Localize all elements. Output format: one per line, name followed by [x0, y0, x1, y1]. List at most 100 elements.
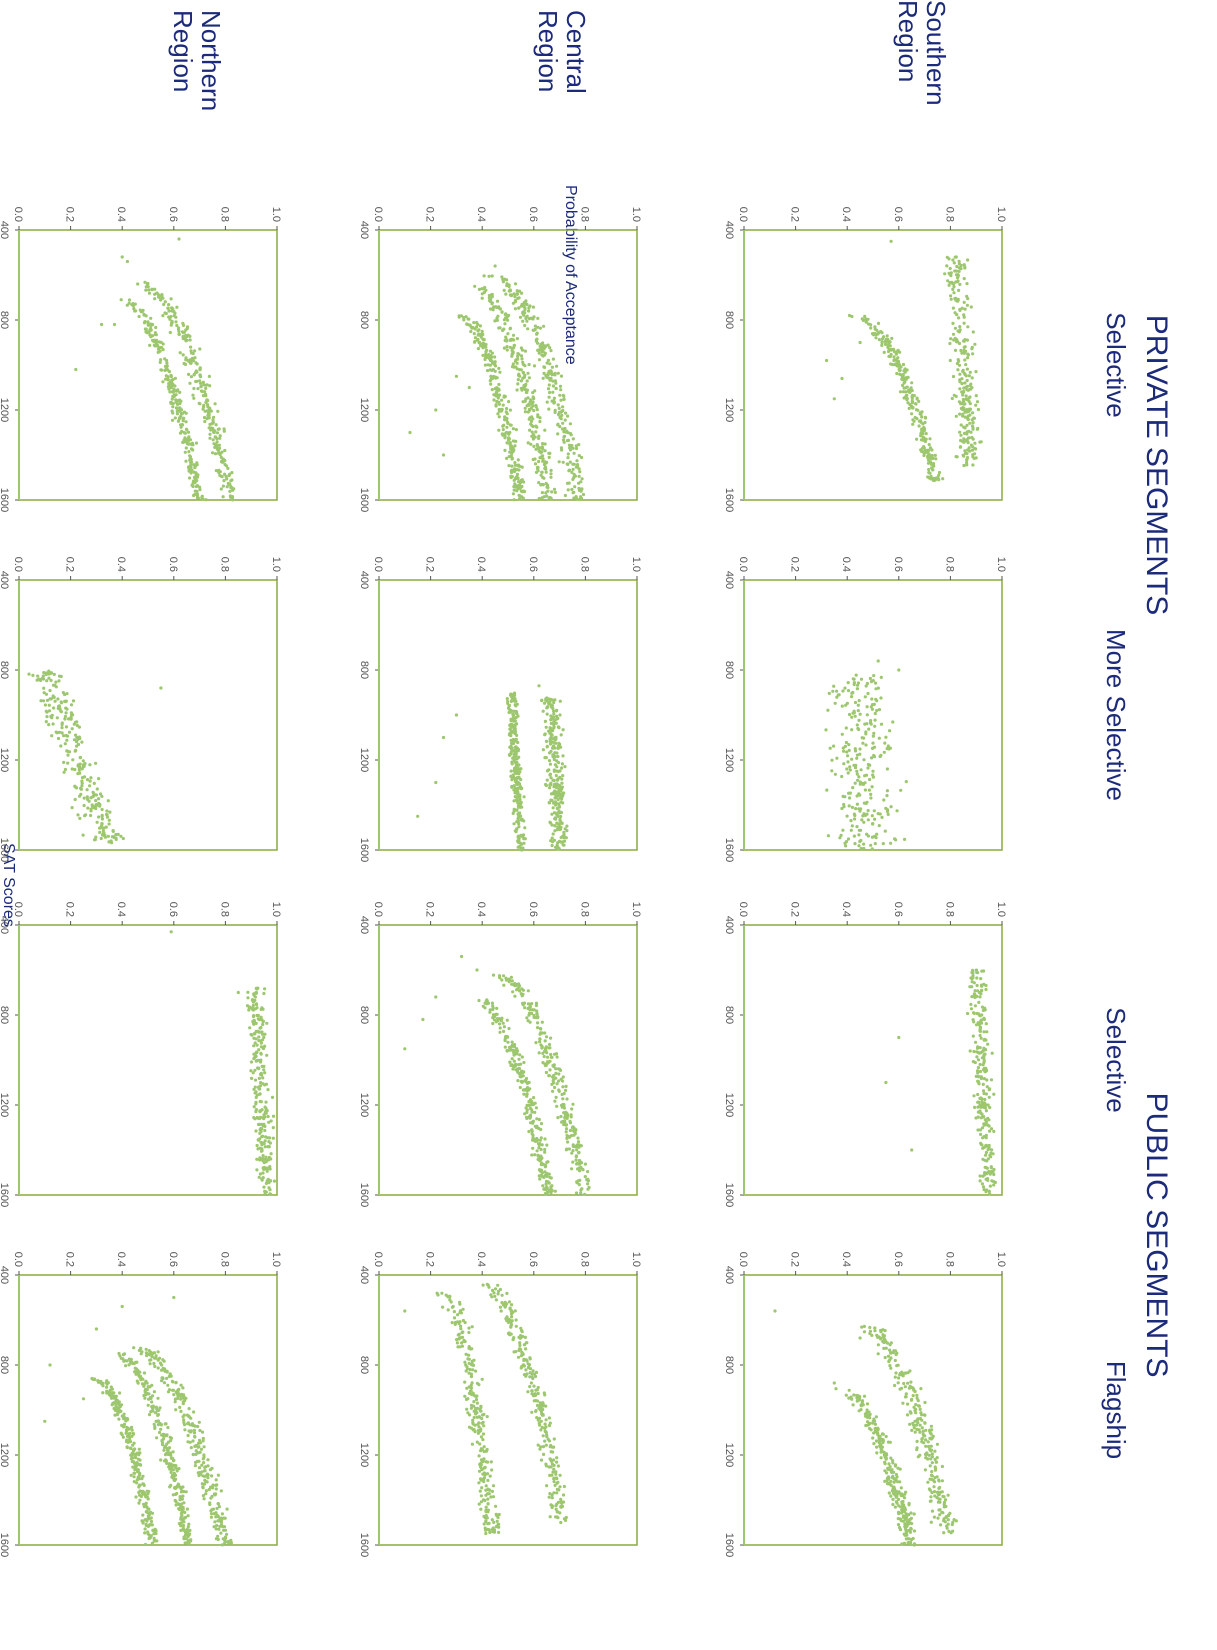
data-point-outlier: [434, 995, 438, 999]
data-point: [542, 365, 546, 369]
data-point: [175, 323, 179, 328]
data-point: [530, 1375, 534, 1379]
data-point: [857, 844, 861, 848]
data-point: [521, 1334, 525, 1339]
data-point: [931, 456, 935, 460]
data-point: [938, 1508, 942, 1512]
data-point: [961, 393, 965, 397]
data-point: [497, 382, 501, 387]
data-point: [80, 784, 84, 788]
data-point: [865, 1408, 869, 1412]
data-point: [476, 1431, 480, 1435]
data-point: [965, 378, 969, 383]
data-point: [192, 373, 196, 377]
data-point: [873, 842, 877, 846]
y-tick-label: 0.6: [892, 1252, 904, 1267]
data-point: [899, 788, 903, 792]
data-point: [892, 355, 896, 359]
data-point: [562, 440, 566, 444]
data-point: [187, 469, 191, 473]
data-point: [502, 346, 506, 350]
data-point: [540, 442, 545, 446]
data-point: [884, 1346, 888, 1350]
data-point: [530, 1153, 534, 1157]
data-point: [869, 843, 873, 847]
data-point: [972, 1020, 976, 1024]
data-point: [487, 1492, 491, 1496]
x-tick-label: 400: [723, 571, 735, 589]
data-point: [563, 493, 567, 498]
data-point: [858, 712, 862, 716]
data-point: [938, 1500, 942, 1504]
data-point: [928, 1436, 932, 1441]
data-point: [984, 1109, 988, 1113]
data-point: [481, 333, 485, 337]
data-point: [172, 310, 176, 314]
data-point: [893, 1383, 897, 1388]
data-point: [540, 1020, 544, 1024]
data-point: [540, 454, 545, 458]
data-point: [509, 734, 513, 738]
data-point: [857, 833, 861, 837]
data-point: [510, 785, 514, 789]
data-point: [561, 774, 565, 778]
data-point: [465, 1386, 469, 1390]
data-point: [548, 370, 552, 374]
data-point: [980, 1018, 984, 1022]
data-point: [455, 1320, 460, 1324]
data-point: [977, 1075, 981, 1079]
data-point: [891, 1502, 895, 1507]
data-point: [541, 709, 545, 713]
data-point: [186, 430, 191, 434]
data-point: [980, 969, 984, 973]
data-point-outlier: [840, 376, 844, 381]
data-point: [865, 681, 869, 686]
y-tick-label: 1.0: [630, 557, 642, 572]
data-point-outlier: [858, 1336, 862, 1340]
data-point: [486, 1478, 490, 1483]
data-point: [575, 1161, 580, 1165]
data-point: [865, 1415, 869, 1419]
data-point: [480, 1421, 484, 1425]
data-point: [505, 1315, 509, 1319]
data-point: [903, 1506, 907, 1510]
data-point: [166, 303, 171, 307]
data-point: [832, 744, 836, 748]
data-point: [965, 282, 969, 286]
data-point: [519, 1075, 523, 1079]
data-point: [518, 1341, 522, 1345]
data-point: [934, 1460, 939, 1464]
data-point-outlier: [832, 1381, 836, 1385]
x-tick-label: 400: [358, 571, 370, 589]
x-tick-label: 800: [358, 311, 370, 329]
data-point: [564, 1123, 568, 1127]
data-point: [473, 1369, 478, 1373]
data-point: [532, 408, 536, 413]
data-point: [866, 1420, 870, 1424]
x-tick-label: 1600: [358, 488, 370, 512]
data-point: [851, 786, 855, 790]
data-point: [214, 469, 218, 473]
data-point: [541, 1412, 545, 1416]
data-point: [864, 684, 868, 688]
data-point: [549, 349, 553, 353]
data-point: [880, 815, 884, 820]
data-point: [985, 1085, 989, 1089]
data-point: [983, 1171, 987, 1175]
data-point: [499, 398, 504, 402]
data-point: [147, 291, 152, 295]
data-point: [959, 438, 963, 443]
data-point: [170, 378, 174, 382]
data-point: [942, 1495, 946, 1499]
data-point-outlier: [858, 340, 862, 345]
data-point: [969, 1002, 973, 1007]
data-point: [974, 370, 978, 374]
data-point: [198, 347, 202, 351]
data-point: [479, 1435, 483, 1439]
data-point: [473, 339, 477, 344]
data-point: [533, 1101, 537, 1105]
data-point: [497, 388, 501, 392]
data-point: [192, 349, 197, 353]
data-point: [77, 735, 81, 739]
